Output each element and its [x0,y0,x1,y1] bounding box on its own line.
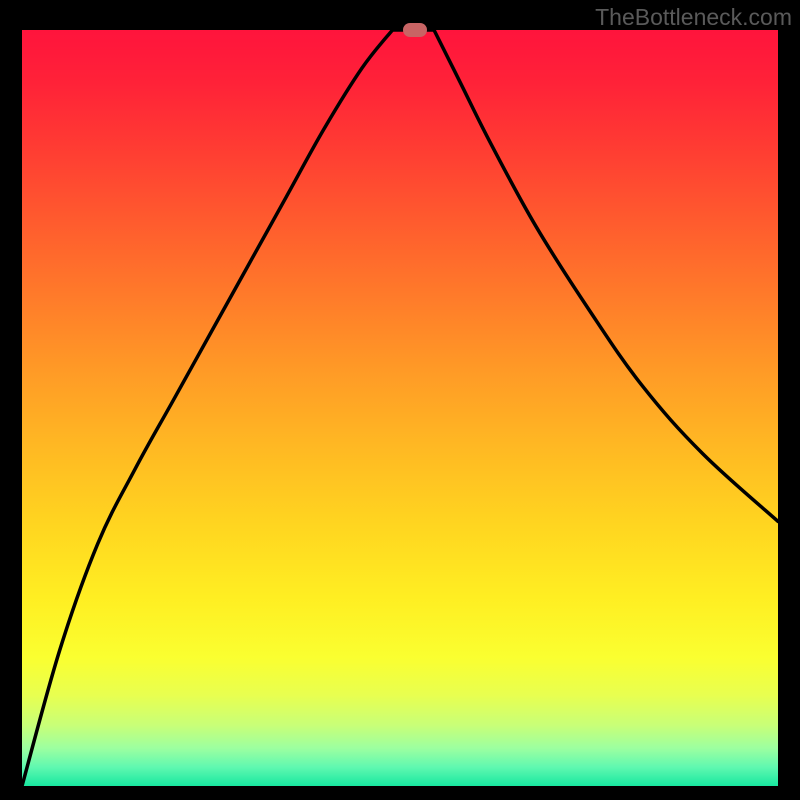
curve-right-branch [434,30,778,521]
optimal-marker [403,23,427,37]
bottleneck-curve [22,30,778,786]
curve-left-branch [22,30,392,786]
watermark-text: TheBottleneck.com [595,4,792,31]
plot-area [22,30,778,786]
